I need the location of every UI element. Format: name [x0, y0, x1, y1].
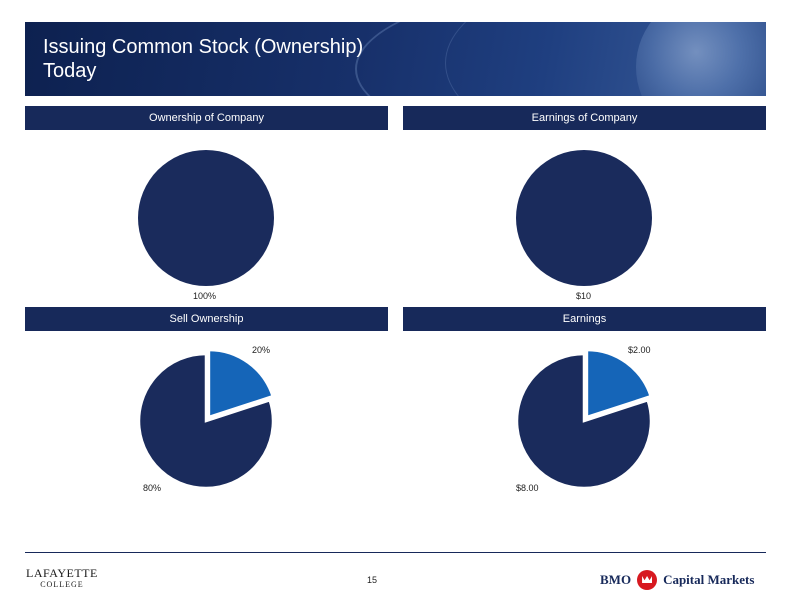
pie-slice [516, 150, 652, 286]
decorative-arc [355, 22, 766, 96]
capital-markets-wordmark: Capital Markets [663, 572, 755, 587]
logo-line-2: COLLEGE [40, 580, 84, 589]
pie-slice [138, 150, 274, 286]
ownership-header: Ownership of Company [25, 106, 388, 130]
ownership-pie-chart [138, 150, 274, 286]
logo-line-1: LAFAYETTE [26, 566, 98, 580]
pie-label-8: $8.00 [516, 483, 539, 493]
earnings-header-2: Earnings [403, 307, 766, 331]
sell-ownership-header: Sell Ownership [25, 307, 388, 331]
title-line-2: Today [43, 60, 97, 82]
earnings-header: Earnings of Company [403, 106, 766, 130]
pie-label-10: $10 [576, 291, 592, 301]
slide-title: Issuing Common Stock (Ownership) Today [43, 35, 363, 83]
pie-slice [515, 352, 653, 490]
sell-ownership-pie-chart [137, 348, 275, 490]
pie-slice [137, 352, 275, 490]
pie-label-100pct: 100% [193, 291, 217, 301]
title-banner: Issuing Common Stock (Ownership) Today [25, 22, 766, 96]
bmo-roundel-icon [637, 570, 658, 590]
footer-divider [25, 552, 766, 553]
pie-slice [585, 348, 653, 419]
pie-label-2: $2.00 [628, 345, 651, 355]
earnings-split-pie-chart [515, 348, 653, 490]
lafayette-college-logo: LAFAYETTE COLLEGE [26, 566, 98, 589]
pie-label-80pct: 80% [143, 483, 162, 493]
page-number: 15 [367, 575, 378, 585]
title-line-1: Issuing Common Stock (Ownership) [43, 36, 364, 58]
bmo-wordmark: BMO [600, 572, 632, 587]
pie-label-20pct: 20% [252, 345, 271, 355]
pie-slice [207, 348, 275, 419]
decorative-arc [445, 22, 766, 96]
bmo-capital-markets-logo: BMO Capital Markets [600, 570, 754, 590]
earnings-pie-chart [516, 150, 652, 286]
